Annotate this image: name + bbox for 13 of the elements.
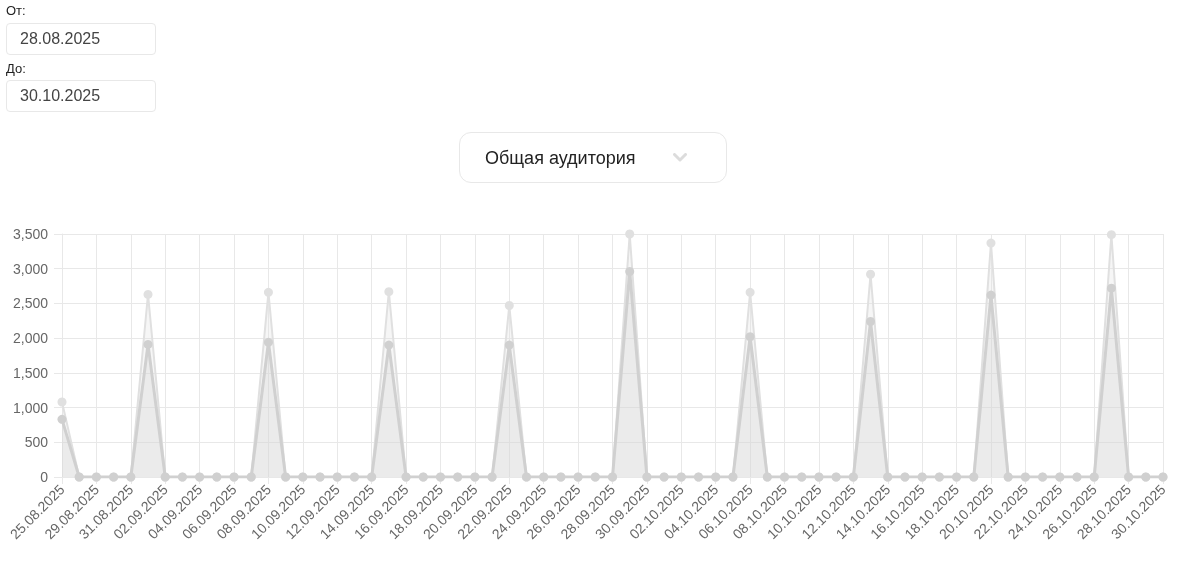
y-tick-label: 0 bbox=[40, 469, 49, 485]
dropdown: Общая аудитория bbox=[459, 132, 727, 183]
date-field: 28.08.2025 bbox=[6, 23, 156, 55]
y-tick-label: 3,500 bbox=[12, 226, 49, 242]
y-tick-label: 2,500 bbox=[12, 295, 49, 312]
y-tick-label: 1,000 bbox=[12, 399, 49, 416]
text: До: bbox=[6, 61, 26, 77]
y-tick-label: 2,000 bbox=[12, 330, 49, 347]
text: От: bbox=[6, 3, 26, 19]
y-tick-label: 1,500 bbox=[12, 364, 49, 381]
y-tick-label: 500 bbox=[24, 434, 49, 451]
y-tick-label: 3,000 bbox=[12, 260, 49, 277]
date-field: 30.10.2025 bbox=[6, 80, 156, 112]
